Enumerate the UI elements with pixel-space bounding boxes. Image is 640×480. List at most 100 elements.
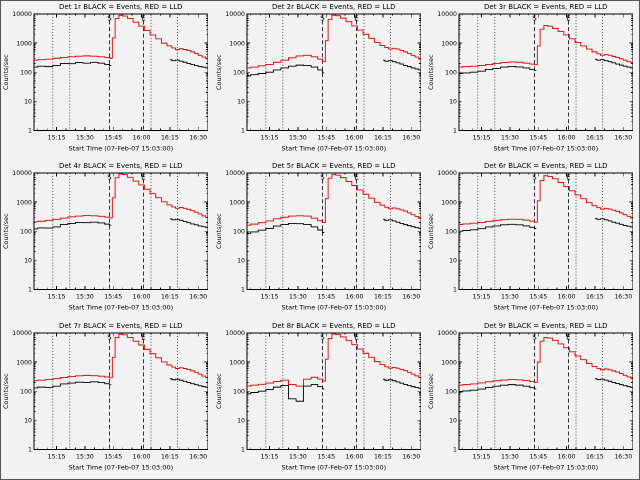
- series-lld-line: [246, 14, 421, 69]
- axes-frame: [33, 332, 209, 450]
- series-events-line: [33, 377, 208, 389]
- y-tick-label: 10000: [225, 170, 245, 177]
- y-tick-label: 100: [445, 229, 457, 236]
- panel-det-2r: S E Det 2r BLACK = Events, RED = LLD 15:15 1…: [215, 3, 421, 152]
- x-tick-label: 15:30: [289, 294, 307, 301]
- x-axis-label: Start Time (07-Feb-07 15:03:00): [494, 463, 599, 471]
- flag-label-S: S: [107, 333, 112, 341]
- panel-det-4r: S E Det 4r BLACK = Events, RED = LLD 15:15 1…: [2, 162, 209, 312]
- x-tick-label: 15:45: [104, 453, 122, 460]
- series-lld-line: [246, 174, 421, 227]
- series-lld-line: [33, 14, 208, 61]
- flag-label-E: E: [354, 333, 358, 341]
- x-tick-label: 16:15: [374, 453, 392, 460]
- panel-det-3r: S E Det 3r BLACK = Events, RED = LLD 15:15 1…: [427, 3, 634, 152]
- series-events-line: [459, 218, 634, 232]
- flag-label-S: S: [533, 333, 538, 341]
- x-tick-label: 16:00: [558, 453, 576, 460]
- y-tick-label: 10000: [225, 330, 245, 337]
- y-tick-label: 1: [453, 287, 457, 294]
- x-tick-label: 16:30: [402, 453, 420, 460]
- axes-frame: [33, 172, 209, 291]
- x-tick-label: 16:00: [345, 294, 363, 301]
- x-axis-label: Start Time (07-Feb-07 15:03:00): [68, 144, 173, 152]
- y-tick-label: 1000: [229, 40, 245, 47]
- x-tick-label: 15:15: [260, 294, 278, 301]
- y-tick-label: 10: [237, 258, 245, 265]
- axes-frame: [246, 13, 421, 131]
- x-tick-label: 15:45: [530, 134, 548, 141]
- y-tick-label: 1: [241, 128, 245, 135]
- flag-label-S: S: [533, 174, 538, 182]
- x-tick-label: 16:30: [402, 294, 420, 301]
- x-tick-label: 15:15: [473, 453, 491, 460]
- x-tick-label: 16:15: [586, 134, 604, 141]
- y-tick-label: 100: [20, 69, 32, 76]
- x-axis-label: Start Time (07-Feb-07 15:03:00): [494, 304, 599, 312]
- y-tick-label: 1: [28, 446, 32, 453]
- x-tick-label: 15:30: [76, 453, 94, 460]
- flag-label-S: S: [320, 174, 325, 182]
- series-lld-line: [246, 333, 421, 387]
- axes-frame: [458, 332, 634, 450]
- axes-frame: [458, 172, 634, 291]
- x-tick-label: 15:45: [317, 134, 335, 141]
- x-tick-label: 15:45: [530, 453, 548, 460]
- flag-label-E: E: [567, 333, 571, 341]
- flag-label-E: E: [141, 174, 145, 182]
- y-tick-label: 10: [449, 258, 457, 265]
- x-tick-label: 15:15: [48, 294, 66, 301]
- x-tick-label: 15:30: [501, 294, 519, 301]
- x-tick-label: 15:15: [48, 453, 66, 460]
- x-tick-label: 16:30: [615, 453, 633, 460]
- panel-title: Det 9r BLACK = Events, RED = LLD: [484, 322, 607, 330]
- flag-label-S: S: [107, 174, 112, 182]
- flag-label-S: S: [320, 14, 325, 22]
- y-tick-label: 1000: [442, 40, 458, 47]
- panel-det-9r: S E Det 9r BLACK = Events, RED = LLD 15:15 1…: [427, 322, 634, 471]
- panel-det-1r: S E Det 1r BLACK = Events, RED = LLD 15:15 1…: [2, 3, 209, 152]
- y-tick-label: 100: [233, 229, 245, 236]
- y-tick-label: 10000: [438, 11, 458, 18]
- y-axis-label: Counts/sec: [2, 373, 10, 409]
- x-tick-label: 15:30: [289, 134, 307, 141]
- series-events-line: [246, 378, 421, 402]
- y-tick-label: 1000: [16, 40, 32, 47]
- panel-det-5r: S E Det 5r BLACK = Events, RED = LLD 15:15 1…: [215, 162, 421, 312]
- x-tick-label: 16:15: [374, 134, 392, 141]
- x-axis-label: Start Time (07-Feb-07 15:03:00): [281, 304, 386, 312]
- flag-label-E: E: [141, 14, 145, 22]
- axes-frame: [246, 332, 421, 450]
- y-tick-label: 10: [24, 99, 32, 106]
- x-tick-label: 15:15: [260, 453, 278, 460]
- series-lld-line: [459, 25, 634, 68]
- y-tick-label: 1000: [442, 200, 458, 207]
- y-tick-label: 10000: [438, 170, 458, 177]
- x-tick-label: 15:45: [317, 294, 335, 301]
- flag-label-E: E: [567, 14, 571, 22]
- series-events-line: [33, 59, 208, 69]
- series-events-line: [246, 219, 421, 235]
- y-tick-label: 100: [233, 69, 245, 76]
- y-axis-label: Counts/sec: [427, 213, 435, 249]
- x-tick-label: 16:15: [161, 294, 179, 301]
- flag-label-E: E: [354, 174, 358, 182]
- flag-label-S: S: [107, 14, 112, 22]
- y-tick-label: 1: [241, 287, 245, 294]
- x-axis-label: Start Time (07-Feb-07 15:03:00): [68, 463, 173, 471]
- y-tick-label: 1000: [229, 200, 245, 207]
- flag-label-S: S: [320, 333, 325, 341]
- x-tick-label: 16:00: [345, 453, 363, 460]
- y-tick-label: 1000: [16, 200, 32, 207]
- panel-title: Det 5r BLACK = Events, RED = LLD: [272, 162, 395, 170]
- y-tick-label: 10: [449, 99, 457, 106]
- y-tick-label: 10000: [225, 11, 245, 18]
- panel-title: Det 1r BLACK = Events, RED = LLD: [59, 3, 182, 11]
- y-tick-label: 100: [445, 69, 457, 76]
- y-tick-label: 10000: [438, 330, 458, 337]
- x-axis-label: Start Time (07-Feb-07 15:03:00): [68, 304, 173, 312]
- x-tick-label: 15:30: [501, 134, 519, 141]
- axes-frame: [246, 172, 421, 291]
- axes-frame: [458, 13, 634, 131]
- x-tick-label: 16:15: [374, 294, 392, 301]
